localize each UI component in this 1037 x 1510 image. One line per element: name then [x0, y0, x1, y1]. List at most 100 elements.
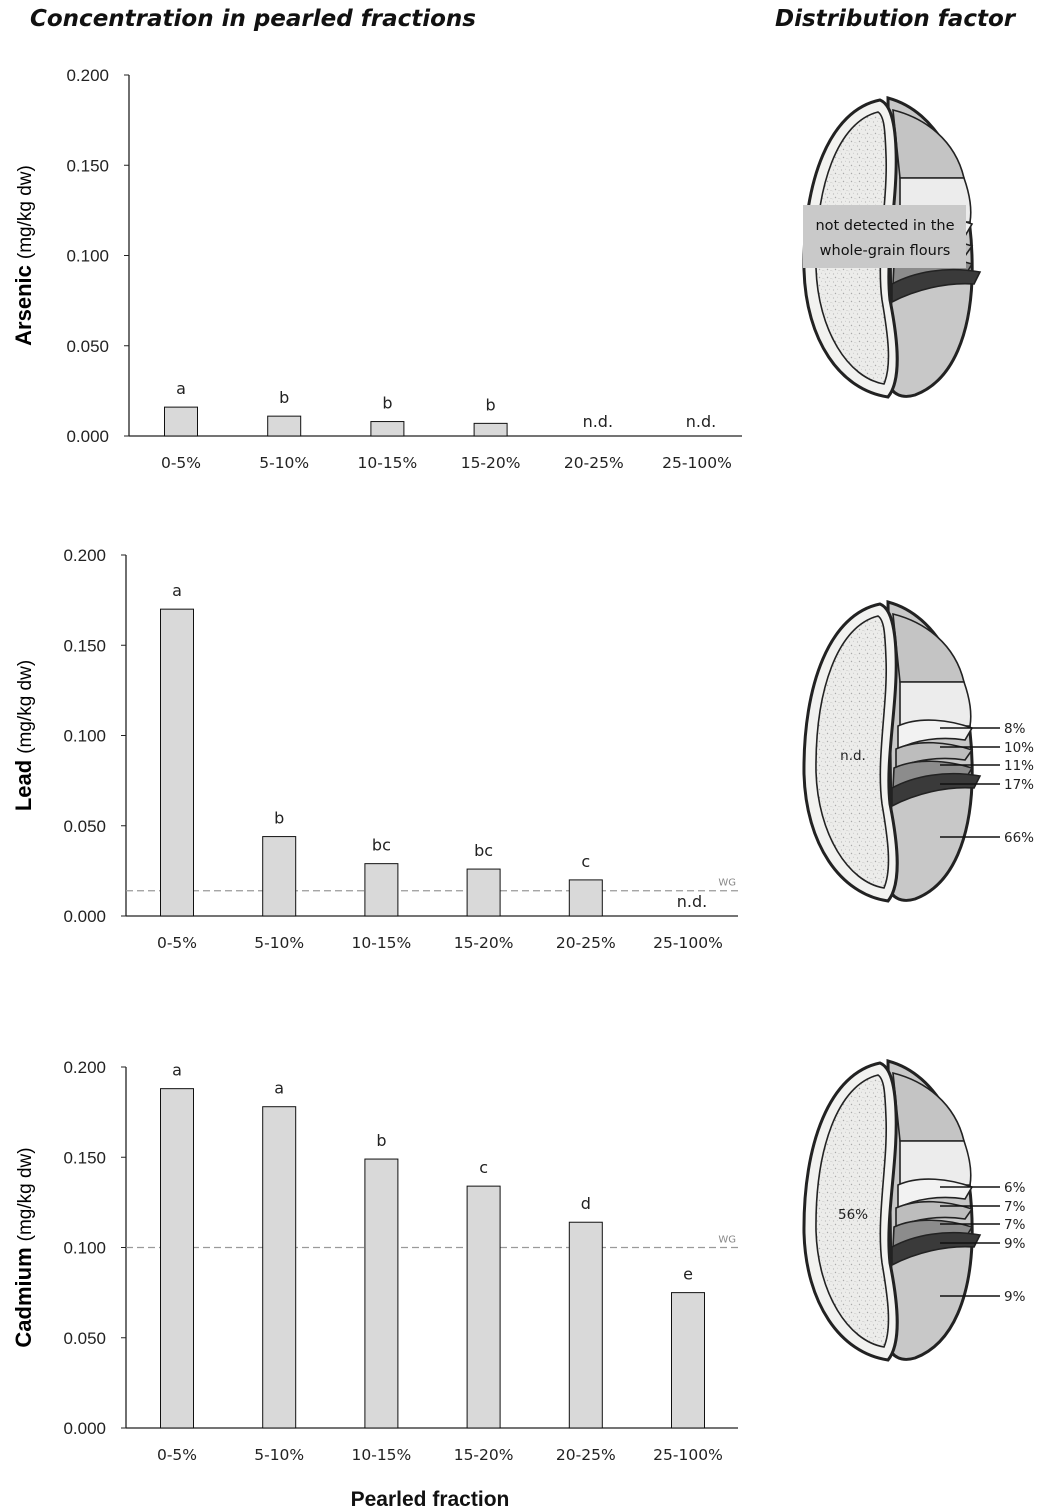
not-detected-label: n.d. — [686, 412, 716, 431]
x-tick-label: 5-10% — [254, 1446, 304, 1464]
whole-grain-label: WG — [718, 1235, 736, 1246]
y-tick-label: 0.150 — [63, 1148, 106, 1167]
chart-arsenic: 0.000 0.050 0.100 0.150 0.200 Arsenic (mg/kg d… — [11, 66, 742, 472]
x-tick-label: 0-5% — [161, 454, 201, 472]
grain-fraction-layer — [891, 772, 982, 808]
x-tick-label: 20-25% — [556, 1446, 616, 1464]
x-tick-label: 5-10% — [259, 454, 309, 472]
x-tick-label: 25-100% — [662, 454, 732, 472]
grain-endosperm — [815, 615, 890, 889]
y-tick-label: 0.150 — [63, 636, 106, 655]
y-axis-unit: (mg/kg dw) — [15, 165, 36, 259]
y-axis-title: Cadmium (mg/kg dw) — [11, 1147, 36, 1347]
y-tick-label: 0.050 — [63, 817, 106, 836]
endosperm-value: n.d. — [840, 748, 866, 764]
y-axis-element: Arsenic — [11, 265, 36, 346]
not-detected-note-text: not detected in the — [815, 218, 954, 234]
x-tick-label: 0-5% — [157, 934, 197, 952]
significance-letter: b — [486, 395, 496, 414]
y-axis-element: Lead — [11, 760, 36, 811]
y-tick-label: 0.000 — [63, 907, 106, 926]
significance-letter: b — [279, 388, 289, 407]
significance-letter: d — [581, 1194, 591, 1213]
bar — [466, 1185, 501, 1429]
x-tick-label: 15-20% — [461, 454, 521, 472]
bar — [568, 879, 603, 917]
bar — [160, 608, 194, 917]
x-tick-label: 10-15% — [358, 454, 418, 472]
y-axis-unit: (mg/kg dw) — [15, 660, 36, 754]
y-tick-label: 0.100 — [63, 727, 106, 746]
layer-percentage: 66% — [1004, 830, 1034, 846]
chart-cadmium: 0.000 0.050 0.100 0.150 0.200 Cadmium (mg/kg d… — [11, 1058, 738, 1464]
x-tick-label: 10-15% — [352, 934, 412, 952]
bar — [466, 868, 501, 917]
x-tick-label: 15-20% — [454, 1446, 514, 1464]
layer-percentage: 7% — [1004, 1217, 1026, 1233]
significance-letter: a — [172, 1061, 182, 1080]
significance-letter: c — [581, 852, 590, 871]
grain-endosperm — [815, 1074, 890, 1348]
not-detected-note-text: whole-grain flours — [820, 243, 951, 259]
not-detected-note-box — [803, 205, 966, 268]
chart-heading-right: Distribution factor — [775, 6, 1016, 32]
x-tick-label: 5-10% — [254, 934, 304, 952]
grain-top-layer — [892, 1071, 966, 1142]
layer-percentage: 8% — [1004, 721, 1026, 737]
bar — [370, 421, 405, 437]
grain-diagram: n.d. 8% 10% 11% 17% 66% — [802, 600, 1034, 903]
significance-letter: b — [274, 809, 284, 828]
grain-diagram: not detected in the whole-grain flours — [802, 96, 982, 399]
layer-percentage: 17% — [1004, 777, 1034, 793]
bar — [164, 406, 198, 437]
x-axis-title: Pearled fraction — [351, 1488, 510, 1510]
significance-letter: bc — [372, 836, 391, 855]
grain-aleurone-layer — [899, 681, 972, 727]
y-axis-title: Arsenic (mg/kg dw) — [11, 165, 36, 346]
grain-aleurone-layer — [899, 1140, 972, 1186]
bar — [671, 1292, 705, 1429]
x-tick-label: 20-25% — [564, 454, 624, 472]
y-tick-label: 0.200 — [63, 546, 106, 565]
layer-percentage: 9% — [1004, 1236, 1026, 1252]
significance-letter: bc — [474, 841, 493, 860]
bar — [262, 836, 297, 917]
whole-grain-label: WG — [718, 878, 736, 889]
y-tick-label: 0.150 — [66, 156, 109, 175]
not-detected-label: n.d. — [583, 412, 613, 431]
y-tick-label: 0.050 — [63, 1329, 106, 1348]
bar — [568, 1221, 603, 1429]
grain-fraction-layer — [891, 1231, 982, 1267]
chart-heading-left: Concentration in pearled fractions — [30, 6, 476, 32]
y-tick-label: 0.000 — [66, 427, 109, 446]
significance-letter: a — [172, 581, 182, 600]
significance-letter: e — [683, 1265, 693, 1284]
y-axis-title: Lead (mg/kg dw) — [11, 660, 36, 811]
y-tick-label: 0.100 — [66, 247, 109, 266]
bar — [364, 1158, 399, 1429]
layer-percentage: 6% — [1004, 1180, 1026, 1196]
y-axis-element: Cadmium — [11, 1247, 36, 1347]
significance-letter: c — [479, 1158, 488, 1177]
bar — [267, 415, 302, 437]
layer-percentage: 7% — [1004, 1199, 1026, 1215]
significance-letter: a — [176, 379, 186, 398]
not-detected-label: n.d. — [677, 892, 707, 911]
bar — [473, 422, 508, 437]
y-tick-label: 0.050 — [66, 337, 109, 356]
grain-top-layer — [892, 612, 966, 683]
x-tick-label: 15-20% — [454, 934, 514, 952]
x-tick-label: 10-15% — [352, 1446, 412, 1464]
layer-percentage: 11% — [1004, 758, 1034, 774]
grain-fraction-layer — [891, 268, 982, 304]
bar — [160, 1088, 194, 1429]
endosperm-value: 56% — [838, 1207, 868, 1223]
grain-top-layer — [892, 108, 966, 179]
layer-percentage: 10% — [1004, 740, 1034, 756]
significance-letter: a — [274, 1079, 284, 1098]
x-tick-label: 25-100% — [653, 934, 723, 952]
layer-percentage: 9% — [1004, 1289, 1026, 1305]
x-tick-label: 0-5% — [157, 1446, 197, 1464]
y-tick-label: 0.200 — [66, 66, 109, 85]
